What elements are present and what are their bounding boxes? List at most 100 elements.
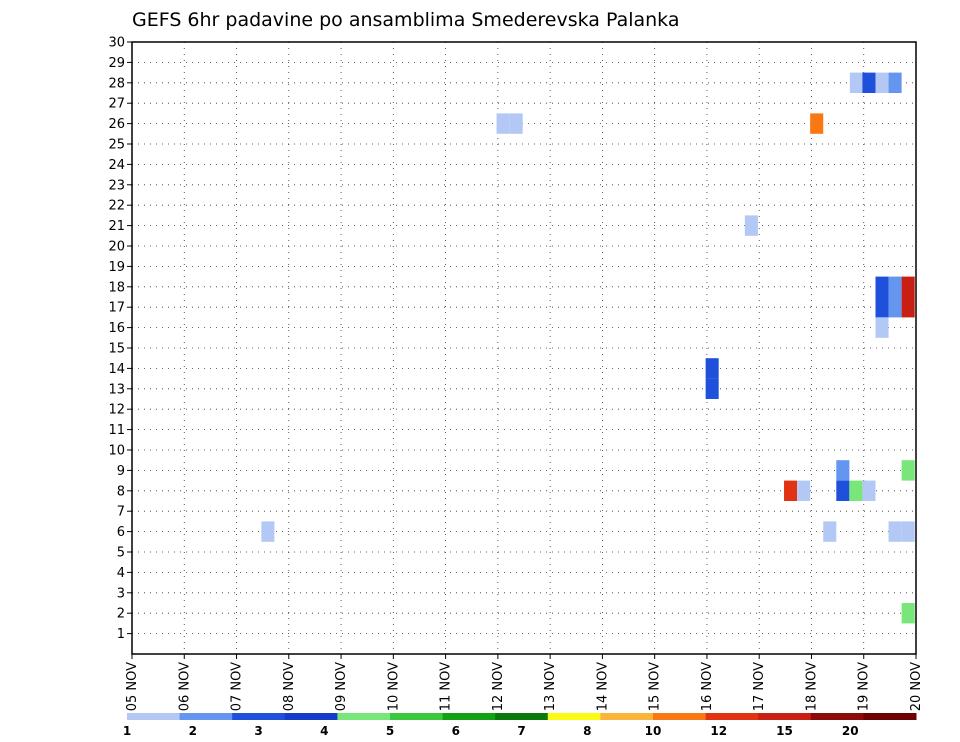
heatmap-cell xyxy=(862,480,876,501)
heatmap-cell xyxy=(836,480,850,501)
legend-label: 7 xyxy=(517,724,525,738)
legend-label: 15 xyxy=(776,724,793,738)
heatmap-cells xyxy=(261,72,915,624)
y-tick-label: 3 xyxy=(117,586,125,601)
legend-label: 1 xyxy=(123,724,131,738)
y-tick-label: 4 xyxy=(117,566,125,581)
x-tick-label: 18 NOV xyxy=(804,662,819,711)
legend-swatch xyxy=(863,713,917,720)
y-tick-label: 6 xyxy=(117,525,125,540)
y-tick-label: 9 xyxy=(117,464,125,479)
legend-label: 2 xyxy=(189,724,197,738)
y-tick-label: 26 xyxy=(108,117,125,132)
x-tick-label: 17 NOV xyxy=(752,662,767,711)
heatmap-cell xyxy=(901,603,915,624)
y-tick-label: 11 xyxy=(108,423,125,438)
x-tick-label: 16 NOV xyxy=(700,662,715,711)
x-tick-label: 14 NOV xyxy=(595,662,610,711)
grid-lines xyxy=(131,41,917,654)
y-tick-label: 30 xyxy=(108,36,125,51)
color-legend: 1 2 3 4 5 6 7 8 10 12 15 20 xyxy=(123,713,917,738)
heatmap-cell xyxy=(509,113,523,134)
heatmap-cell xyxy=(875,317,889,338)
x-tick-label: 15 NOV xyxy=(648,662,663,711)
heatmap-cell xyxy=(875,72,889,93)
y-tick-label: 20 xyxy=(108,240,125,255)
y-tick-label: 13 xyxy=(108,382,125,397)
y-tick-label: 7 xyxy=(117,505,125,520)
y-tick-label: 29 xyxy=(108,56,125,71)
legend-label: 3 xyxy=(254,724,262,738)
y-tick-label: 17 xyxy=(108,301,125,316)
legend-swatch xyxy=(232,713,286,720)
y-tick-label: 28 xyxy=(108,76,125,91)
heatmap-cell xyxy=(862,72,876,93)
heatmap-cell xyxy=(849,72,863,93)
x-tick-label: 10 NOV xyxy=(386,662,401,711)
legend-swatch xyxy=(179,713,233,720)
x-tick-label: 11 NOV xyxy=(439,662,454,711)
heatmap-cell xyxy=(875,297,889,318)
y-tick-label: 14 xyxy=(108,362,125,377)
y-tick-label: 19 xyxy=(108,260,125,275)
x-tick-label: 19 NOV xyxy=(857,662,872,711)
heatmap-cell xyxy=(744,215,758,236)
heatmap-cell xyxy=(888,72,902,93)
y-tick-label: 1 xyxy=(117,627,125,642)
heatmap-cell xyxy=(888,276,902,297)
y-tick-label: 21 xyxy=(108,219,125,234)
y-tick-label: 8 xyxy=(117,484,125,499)
y-axis-ticks: 1234567891011121314151617181920212223242… xyxy=(108,36,132,642)
x-tick-label: 20 NOV xyxy=(909,662,924,711)
legend-swatch xyxy=(653,713,707,720)
legend-label: 10 xyxy=(645,724,662,738)
legend-swatch xyxy=(442,713,496,720)
heatmap-cell xyxy=(901,460,915,481)
legend-swatch xyxy=(758,713,812,720)
y-tick-label: 24 xyxy=(108,158,125,173)
heatmap-cell xyxy=(705,358,719,379)
legend-swatch xyxy=(390,713,444,720)
heatmap-cell xyxy=(836,460,850,481)
legend-swatch xyxy=(705,713,759,720)
legend-swatch xyxy=(810,713,864,720)
legend-label: 8 xyxy=(583,724,591,738)
legend-swatch xyxy=(127,713,181,720)
legend-swatch xyxy=(495,713,549,720)
x-tick-label: 05 NOV xyxy=(125,662,140,711)
heatmap-cell xyxy=(849,480,863,501)
legend-label: 12 xyxy=(710,724,727,738)
heatmap-cell xyxy=(496,113,510,134)
x-tick-label: 09 NOV xyxy=(334,662,349,711)
heatmap-cell xyxy=(784,480,798,501)
x-axis-ticks: 05 NOV 06 NOV 07 NOV 08 NOV 09 NOV 10 NOV 11 N… xyxy=(125,654,924,711)
y-tick-label: 23 xyxy=(108,178,125,193)
chart-title: GEFS 6hr padavine po ansamblima Smederev… xyxy=(132,9,679,31)
y-tick-label: 12 xyxy=(108,403,125,418)
legend-label: 20 xyxy=(842,724,859,738)
legend-swatch xyxy=(600,713,654,720)
legend-label: 6 xyxy=(452,724,460,738)
legend-swatch xyxy=(284,713,338,720)
heatmap-cell xyxy=(888,297,902,318)
y-tick-label: 10 xyxy=(108,444,125,459)
y-tick-label: 5 xyxy=(117,546,125,561)
heatmap-cell xyxy=(823,521,837,542)
heatmap-cell xyxy=(901,276,915,297)
heatmap-cell xyxy=(875,276,889,297)
y-tick-label: 15 xyxy=(108,342,125,357)
legend-label: 4 xyxy=(320,724,328,738)
heatmap-cell xyxy=(901,297,915,318)
x-tick-label: 08 NOV xyxy=(282,662,297,711)
heatmap-cell xyxy=(810,113,824,134)
heatmap-cell xyxy=(888,521,902,542)
y-tick-label: 2 xyxy=(117,607,125,622)
heatmap-cell xyxy=(797,480,811,501)
legend-swatch xyxy=(337,713,391,720)
x-tick-label: 12 NOV xyxy=(491,662,506,711)
legend-swatch xyxy=(547,713,601,720)
y-tick-label: 22 xyxy=(108,199,125,214)
heatmap-cell xyxy=(261,521,275,542)
